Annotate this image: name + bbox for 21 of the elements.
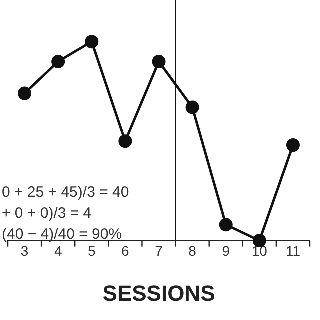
point bbox=[85, 35, 99, 49]
point bbox=[219, 218, 233, 232]
point bbox=[52, 54, 66, 68]
x-axis-title: SESSIONS bbox=[102, 280, 216, 306]
x-tick-label: 8 bbox=[188, 243, 197, 260]
x-tick-label: 11 bbox=[286, 243, 301, 260]
point bbox=[186, 100, 200, 114]
x-tick-label: 6 bbox=[122, 243, 130, 260]
point bbox=[18, 86, 32, 100]
annotation: 0 + 25 + 45)/3 = 40 bbox=[2, 184, 130, 202]
annotation: + 0 + 0)/3 = 4 bbox=[2, 205, 92, 222]
x-tick-label: 7 bbox=[155, 243, 164, 260]
annotation: (40 − 4)/40 = 90% bbox=[2, 226, 122, 244]
point bbox=[118, 134, 132, 148]
x-tick-label: 3 bbox=[20, 243, 29, 260]
point bbox=[286, 138, 300, 152]
x-tick-label: 5 bbox=[88, 243, 96, 260]
point bbox=[152, 54, 166, 68]
x-tick-label: 4 bbox=[54, 243, 62, 260]
x-tick-label: 10 bbox=[252, 243, 268, 260]
x-tick-label: 9 bbox=[222, 243, 230, 260]
